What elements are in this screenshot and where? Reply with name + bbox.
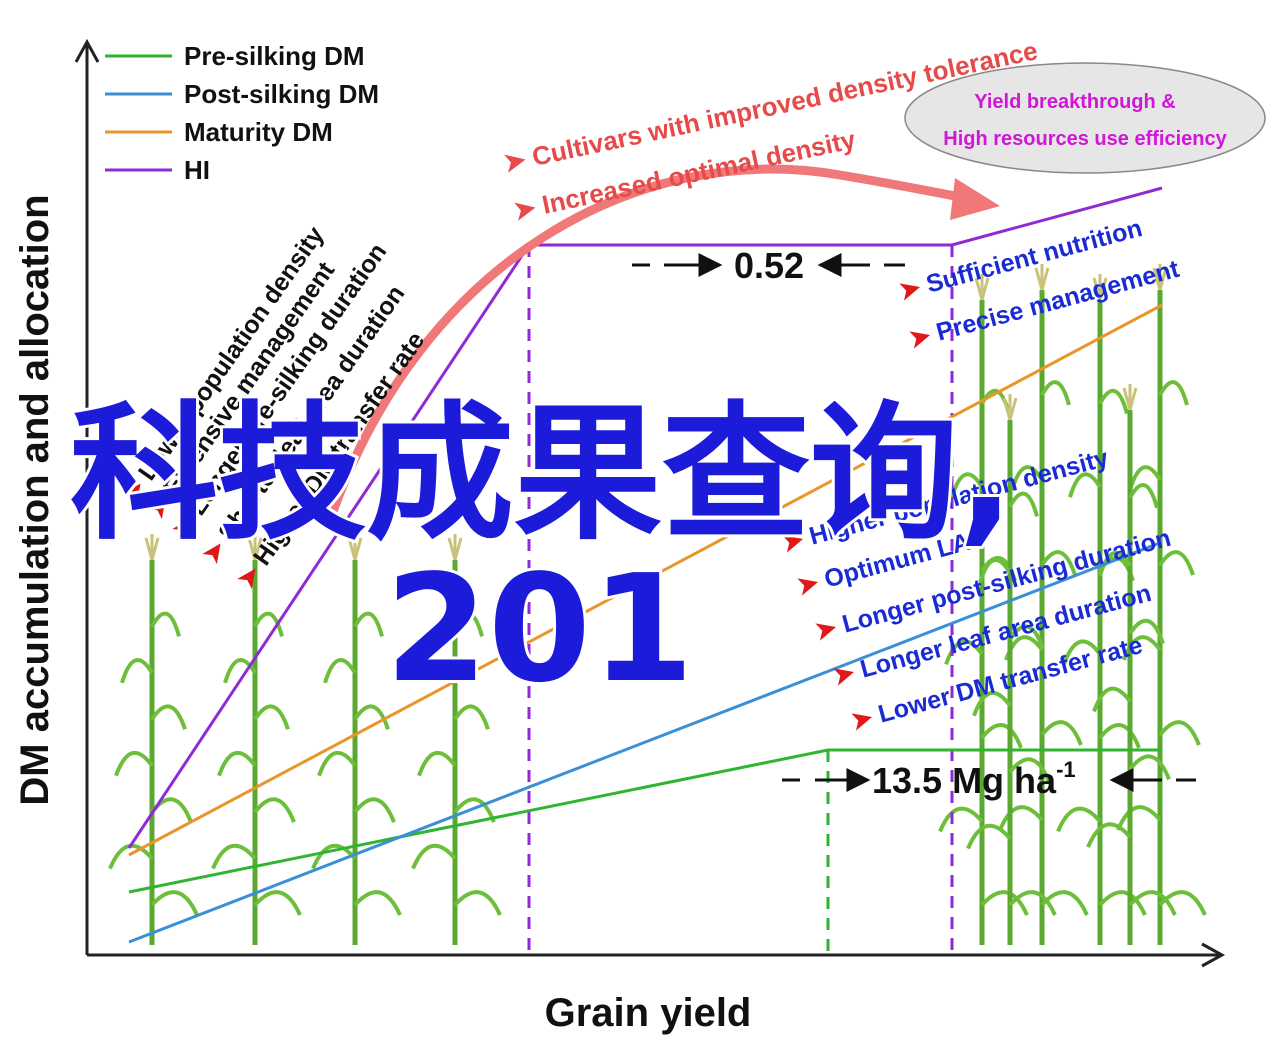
corn-leaf xyxy=(417,750,457,777)
ellipse-line-2: High resources use efficiency xyxy=(943,128,1227,150)
corn-leaf xyxy=(978,558,1012,584)
corn-leaf xyxy=(1122,635,1162,661)
corn-leaf xyxy=(1008,890,1057,916)
corn-leaf xyxy=(1098,890,1147,916)
corn-leaf xyxy=(253,890,302,916)
yield-value: 13.5 Mg ha-1 xyxy=(872,757,1076,801)
corn-leaf xyxy=(353,704,390,730)
corn-leaf xyxy=(150,890,199,916)
yield-improvement-arrow xyxy=(325,164,990,525)
corn-leaf xyxy=(966,823,1012,850)
corn-tassel xyxy=(144,534,160,561)
corn-leaf xyxy=(423,658,457,684)
corn-leaf xyxy=(1008,624,1045,650)
watermark-overlay: 科技成果查询, 201 xyxy=(67,385,1017,718)
corn-leaf xyxy=(311,843,357,870)
corn-leaf xyxy=(317,750,357,777)
yield-breakthrough-ellipse: Yield breakthrough & High resources use … xyxy=(904,62,1266,174)
corn-leaf xyxy=(217,750,257,777)
corn-leaf xyxy=(253,797,296,823)
legend-label-post: Post-silking DM xyxy=(184,79,379,109)
corn-leaf xyxy=(1128,890,1177,916)
corn-leaf xyxy=(950,472,984,498)
corn-leaf xyxy=(150,611,181,637)
corn-leaf xyxy=(980,890,1029,916)
corn-leaf xyxy=(150,704,187,730)
x-axis-arrowhead xyxy=(1201,942,1226,968)
maturity-dm-line xyxy=(128,303,1163,857)
corn-leaf xyxy=(120,658,154,684)
corn-leaf xyxy=(1128,754,1171,781)
x-axis-label: Grain yield xyxy=(545,991,752,1035)
corn-leaf xyxy=(353,797,396,823)
corn-leaf xyxy=(1008,491,1039,517)
corn-leaf xyxy=(998,805,1044,831)
corn-leaf xyxy=(938,806,984,833)
yield-range-marker: 13.5 Mg ha-1 xyxy=(782,757,1196,801)
corn-leaf xyxy=(453,890,502,916)
corn-leaf xyxy=(1128,618,1165,645)
corn-tassel xyxy=(1002,394,1018,421)
corn-leaf xyxy=(353,611,384,637)
y-axis-arrowhead xyxy=(74,38,100,63)
corn-leaf xyxy=(1158,380,1189,406)
corn-leaf xyxy=(980,723,1023,749)
hi-line xyxy=(127,186,1163,849)
corn-leaf xyxy=(1098,388,1129,415)
corn-leaf xyxy=(1092,686,1132,713)
corn-tassel xyxy=(1034,264,1050,291)
corn-leaf xyxy=(1098,723,1141,749)
hi-range-marker: 0.52 xyxy=(632,245,905,286)
corn-leaf xyxy=(453,704,490,730)
corn-leaf xyxy=(411,843,457,870)
corn-leaf xyxy=(114,750,154,777)
corn-tassel xyxy=(1122,384,1138,411)
corn-tassel xyxy=(447,534,463,561)
corn-leaf xyxy=(1008,757,1051,783)
legend-label-hi: HI xyxy=(184,155,210,185)
corn-leaf xyxy=(108,843,154,870)
corn-leaf xyxy=(211,843,257,870)
corn-tassel xyxy=(1092,274,1108,301)
corn-leaf xyxy=(1158,550,1195,576)
post-silking-dm-line xyxy=(128,540,1163,944)
hi-value: 0.52 xyxy=(734,245,804,286)
corn-leaf xyxy=(1086,822,1132,848)
legend-label-maturity: Maturity DM xyxy=(184,117,333,147)
ellipse-line-1: Yield breakthrough & xyxy=(974,91,1176,113)
corn-leaf xyxy=(944,639,984,665)
corn-leaf xyxy=(1056,806,1102,833)
corn-leaf xyxy=(1040,720,1083,746)
corn-leaf xyxy=(972,690,1012,717)
arrow-head xyxy=(950,178,1000,220)
legend: Pre-silking DM Post-silking DM Maturity … xyxy=(105,41,379,185)
y-axis-label: DM accumulation and allocation xyxy=(13,194,57,805)
corn-leaf xyxy=(353,890,402,916)
corn-leaf xyxy=(1040,380,1071,406)
corn-leaf xyxy=(453,797,496,823)
watermark-line-1: 科技成果查询, xyxy=(70,388,1014,560)
corn-leaf xyxy=(253,704,290,730)
corn-leaf xyxy=(1098,551,1132,577)
corn-tassel xyxy=(1152,264,1168,291)
corn-leaf xyxy=(323,658,357,684)
corn-leaf xyxy=(1040,550,1077,576)
corn-leaf xyxy=(223,658,257,684)
watermark-line-2: 201 xyxy=(385,543,694,715)
corn-tassel xyxy=(347,534,363,561)
pre-silking-dm-line xyxy=(128,748,1162,894)
corn-leaf xyxy=(1128,483,1159,509)
corn-leaf xyxy=(453,611,484,637)
corn-plants-illustration xyxy=(108,264,1207,945)
corn-leaf xyxy=(1116,805,1162,831)
corn-leaf xyxy=(1062,639,1102,665)
corn-tassel xyxy=(974,274,990,301)
corn-leaf xyxy=(1010,465,1044,491)
legend-label-pre: Pre-silking DM xyxy=(184,41,365,71)
corn-leaf xyxy=(253,611,284,637)
corn-leaf xyxy=(1068,472,1102,498)
corn-leaf xyxy=(1158,720,1201,746)
corn-tassel xyxy=(247,534,263,561)
